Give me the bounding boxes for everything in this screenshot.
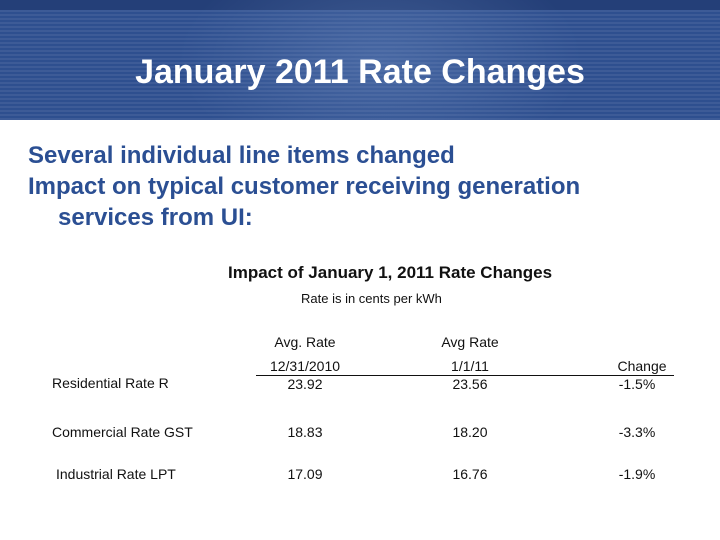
slide-title: January 2011 Rate Changes [135,53,585,91]
row1-old-rate: 23.92 [287,376,323,392]
header-logo-watermark [160,0,600,120]
row3-new-rate: 16.76 [452,466,488,482]
bullet-item-2: Impact on typical customer receiving gen… [28,173,581,200]
row2-new-rate: 18.20 [452,424,488,440]
header-avg-rate-old: Avg. Rate [274,334,336,350]
table-title: Impact of January 1, 2011 Rate Changes [228,263,553,282]
header-avg-rate-new: Avg Rate [441,334,499,350]
row-label-industrial: Industrial Rate LPT [56,466,176,482]
header-date-old: 12/31/2010 [269,358,341,374]
header-underline [256,375,674,376]
row3-old-rate: 17.09 [287,466,323,482]
table-subtitle: Rate is in cents per kWh [301,291,442,306]
row1-new-rate: 23.56 [452,376,488,392]
row3-change: -1.9% [618,466,656,482]
row2-change: -3.3% [618,424,656,440]
header-top-bar [0,0,720,10]
row1-change: -1.5% [618,376,656,392]
bullet-item-1: Several individual line items changed [28,142,455,169]
row-label-residential: Residential Rate R [52,375,169,391]
header-date-new: 1/1/11 [451,358,489,374]
row2-old-rate: 18.83 [287,424,323,440]
row-label-commercial: Commercial Rate GST [52,424,193,440]
bullet-list: Several individual line items changed Im… [28,140,708,233]
bullet-item-2-continuation: services from UI: [58,204,253,231]
slide-header-banner: January 2011 Rate Changes [0,0,720,120]
header-change: Change [617,358,667,374]
